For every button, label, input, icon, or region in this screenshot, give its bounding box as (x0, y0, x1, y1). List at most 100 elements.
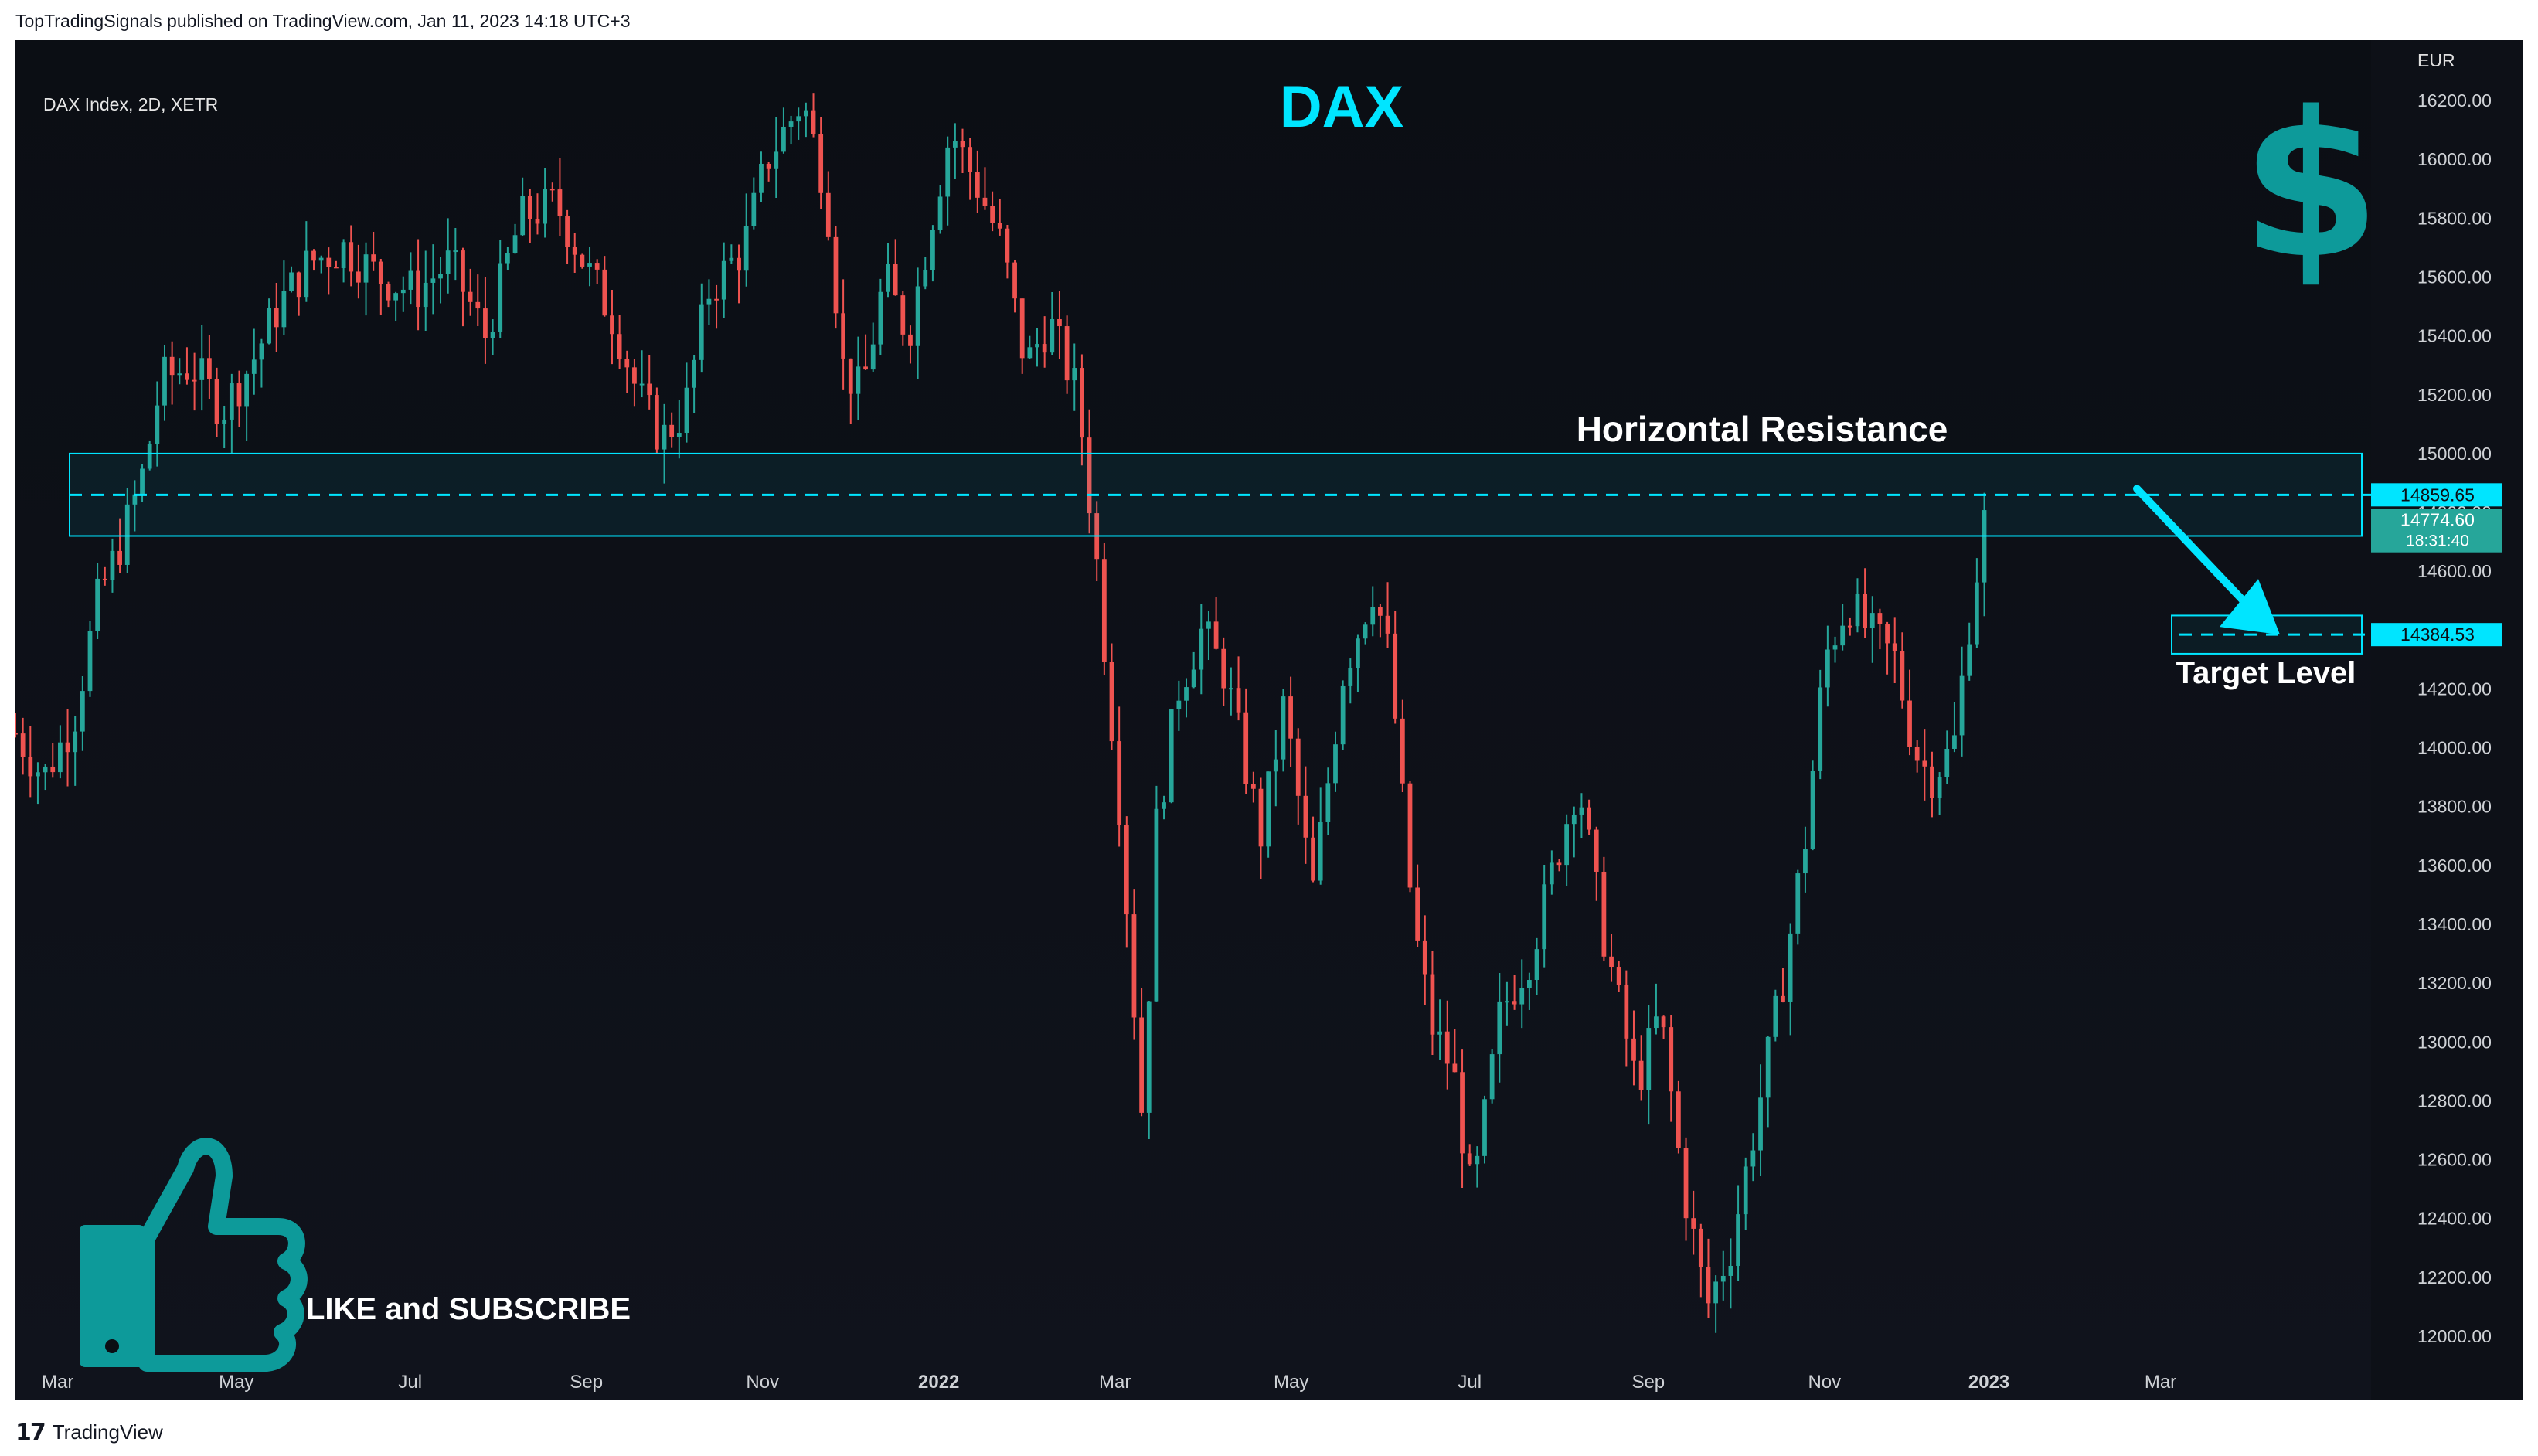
resistance-zone[interactable] (69, 452, 2363, 537)
candle (1840, 625, 1846, 646)
candle (15, 733, 18, 735)
candle (408, 270, 413, 290)
candle (132, 494, 138, 505)
candle (841, 313, 846, 359)
candle (1676, 1091, 1681, 1148)
candle (1460, 1072, 1465, 1154)
candle (1937, 777, 1942, 798)
chart-area[interactable]: DAX Index, 2D, XETR Horizontal Resistanc… (15, 40, 2523, 1400)
candle (349, 242, 354, 272)
candle (818, 134, 824, 193)
candle (80, 691, 85, 732)
current-price-text: 14774.60 (2400, 510, 2475, 530)
currency-label: EUR (2417, 50, 2455, 70)
candle (1594, 829, 1599, 872)
candle (1467, 1153, 1472, 1165)
candle (1281, 696, 1286, 760)
candle (676, 433, 682, 437)
candle (1571, 814, 1577, 825)
x-tick-label: Mar (42, 1372, 73, 1393)
candle (1907, 700, 1912, 747)
candle (1781, 995, 1785, 1002)
candle (975, 172, 980, 198)
candle (1877, 613, 1883, 624)
candle (483, 308, 488, 338)
candle (1750, 1150, 1756, 1167)
target-price-tag[interactable] (2371, 623, 2502, 647)
candle (1370, 607, 1376, 625)
candle (647, 383, 652, 396)
candle (1258, 788, 1264, 847)
current-price-tag[interactable] (2371, 509, 2502, 553)
candle (1340, 685, 1346, 745)
candle (110, 550, 115, 580)
y-tick-label: 15800.00 (2417, 208, 2492, 228)
candle (475, 301, 481, 309)
candle (1810, 771, 1815, 849)
x-tick-label: Nov (1808, 1372, 1841, 1393)
candle (20, 733, 26, 757)
y-tick-label: 15000.00 (2417, 444, 2492, 464)
x-tick-label: Jul (1458, 1372, 1482, 1393)
candle (1527, 980, 1532, 988)
candle (549, 189, 555, 191)
candle (1288, 696, 1293, 739)
candle (1146, 1001, 1152, 1113)
candle (169, 356, 175, 376)
candle (207, 358, 212, 379)
price-chart[interactable]: Horizontal Resistance Target Level DAX $ EU… (15, 40, 2523, 1400)
candle (1333, 744, 1338, 784)
candle (185, 373, 189, 380)
candle (1229, 688, 1233, 690)
candle (1199, 628, 1204, 670)
candle (140, 468, 145, 495)
candle (1691, 1218, 1696, 1229)
candle (1243, 712, 1249, 784)
candle (1080, 368, 1084, 438)
candle (1482, 1099, 1487, 1156)
candle (639, 383, 645, 386)
candle (192, 379, 197, 382)
candle (1564, 824, 1570, 866)
candle (1176, 700, 1182, 710)
resistance-price-tag[interactable] (2371, 483, 2502, 507)
candle (512, 235, 518, 253)
candle (1072, 368, 1077, 381)
candle (177, 373, 182, 376)
candle (1728, 1265, 1733, 1276)
candle (825, 192, 831, 237)
candle (945, 147, 951, 197)
candle (117, 550, 122, 565)
y-tick-label: 13800.00 (2417, 797, 2492, 817)
x-tick-label: Jul (398, 1372, 422, 1393)
thumbs-up-icon[interactable] (80, 1138, 308, 1372)
candle (311, 250, 316, 261)
x-tick-label: Mar (2145, 1372, 2176, 1393)
candle (1325, 783, 1331, 822)
candle (214, 379, 219, 424)
candle (1616, 967, 1621, 985)
candle (1579, 807, 1584, 815)
candle (662, 424, 667, 450)
footer: 𝟭𝟳 TradingView (15, 1419, 163, 1446)
candle (386, 284, 391, 301)
candle (229, 383, 234, 420)
candle (1885, 624, 1890, 644)
candle (654, 395, 659, 450)
candle (1206, 621, 1211, 629)
candle (281, 291, 287, 328)
candle (1407, 783, 1413, 888)
candle (1892, 643, 1897, 651)
candle (1497, 1001, 1502, 1055)
candle (1005, 228, 1010, 263)
y-tick-label: 12800.00 (2417, 1090, 2492, 1111)
candle (1542, 884, 1547, 950)
candle (833, 236, 839, 314)
price-axis[interactable] (2371, 40, 2523, 1400)
candle (438, 274, 443, 279)
candle (729, 257, 734, 261)
candle (1452, 1063, 1458, 1073)
candle (1795, 873, 1801, 934)
y-tick-label: 13400.00 (2417, 914, 2492, 934)
candle (236, 383, 242, 407)
